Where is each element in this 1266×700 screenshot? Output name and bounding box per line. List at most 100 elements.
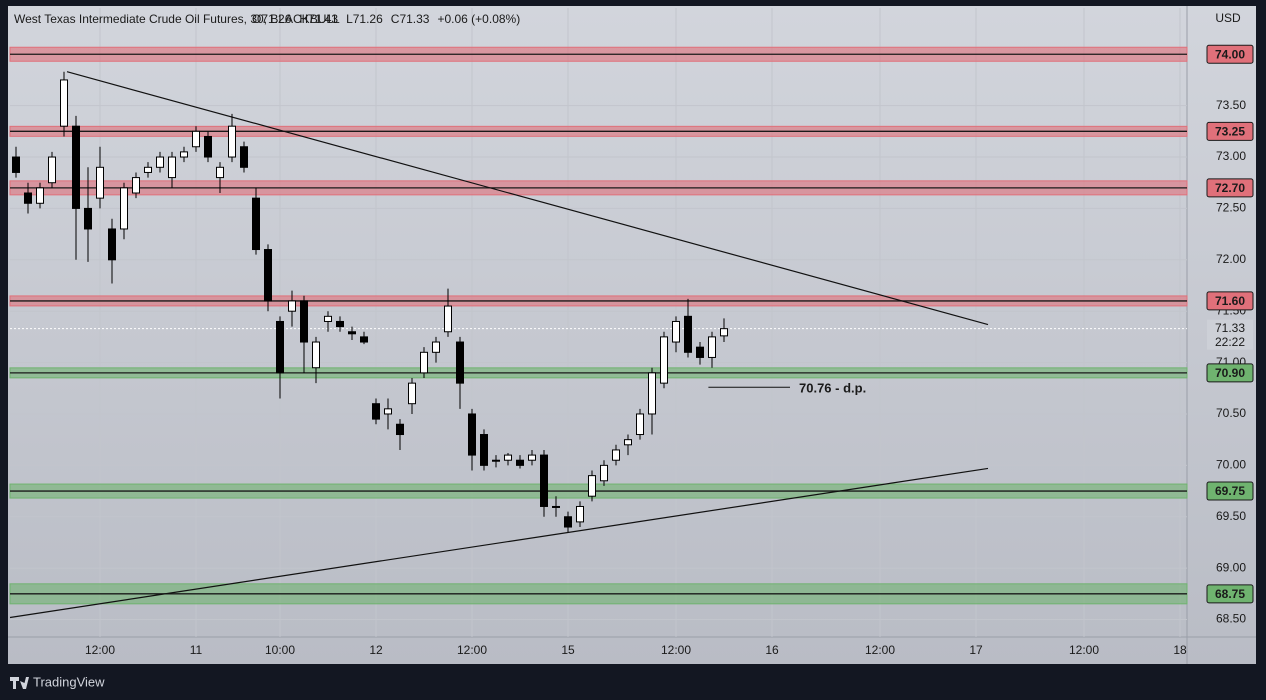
y-tick-label: 70.50 xyxy=(1216,406,1246,420)
level-label: 73.25 xyxy=(1215,125,1245,139)
candle-body xyxy=(288,300,296,312)
candle-body xyxy=(480,434,488,466)
candle-body xyxy=(684,315,692,353)
candle-body xyxy=(96,166,104,199)
candle-body xyxy=(144,166,152,173)
currency: USD xyxy=(1215,11,1241,25)
candle-body xyxy=(408,382,416,405)
chart-title: West Texas Intermediate Crude Oil Future… xyxy=(14,12,340,26)
x-tick-label: 12 xyxy=(369,643,383,657)
candle-body xyxy=(84,207,92,230)
candle-body xyxy=(456,341,464,384)
chart-panel xyxy=(8,6,1256,664)
candle-body xyxy=(36,187,44,204)
candle-body xyxy=(180,151,188,158)
brand-logo xyxy=(10,677,29,689)
candle-body xyxy=(204,135,212,158)
candle-body xyxy=(648,372,656,415)
candle-body xyxy=(696,346,704,358)
candle-body xyxy=(384,408,392,415)
candle-body xyxy=(492,459,500,462)
x-tick-label: 11 xyxy=(190,643,203,657)
level-label: 74.00 xyxy=(1215,47,1245,61)
candle-body xyxy=(636,413,644,436)
level-tag xyxy=(1206,584,1254,604)
candle-body xyxy=(240,146,248,168)
ohlc-legend-item: H71.43 xyxy=(299,12,338,26)
candle-body xyxy=(396,423,404,436)
level-label: 71.60 xyxy=(1215,294,1245,308)
candle-body xyxy=(600,464,608,482)
candle-body xyxy=(336,320,344,328)
candle-body xyxy=(432,341,440,353)
level-label: 68.75 xyxy=(1215,587,1245,601)
candle-body xyxy=(216,166,224,179)
candle-body xyxy=(108,228,116,261)
candle-body xyxy=(708,336,716,358)
candle-body xyxy=(132,177,140,194)
x-tick-label: 12:00 xyxy=(661,643,691,657)
candle-body xyxy=(504,454,512,461)
x-tick-label: 17 xyxy=(969,643,983,657)
level-tag xyxy=(1206,44,1254,64)
candle-body xyxy=(360,336,368,343)
level-tag xyxy=(1206,291,1254,311)
ohlc-legend-item: O71.26 xyxy=(252,12,292,26)
candle-body xyxy=(528,454,536,461)
y-tick-label: 72.00 xyxy=(1216,252,1246,266)
level-label: 72.70 xyxy=(1215,181,1245,195)
level-tag xyxy=(1206,121,1254,141)
candle-body xyxy=(300,300,308,343)
level-tag xyxy=(1206,481,1254,501)
brand-name[interactable]: TradingView xyxy=(33,674,105,689)
candle-body xyxy=(540,454,548,507)
candle-body xyxy=(192,130,200,148)
level-tag xyxy=(1206,178,1254,198)
candle-body xyxy=(120,187,128,230)
candle-body xyxy=(612,449,620,461)
candle-body xyxy=(276,320,284,374)
candle-body xyxy=(348,331,356,335)
candle-body xyxy=(576,505,584,523)
candle-body xyxy=(420,351,428,374)
level-label: 70.90 xyxy=(1215,366,1245,380)
candle-body xyxy=(12,156,20,173)
level-label: 69.75 xyxy=(1215,484,1245,498)
candle-body xyxy=(624,439,632,446)
candle-body xyxy=(516,459,524,466)
candle-body xyxy=(660,336,668,384)
candle-body xyxy=(48,156,56,184)
candle-body xyxy=(228,125,236,158)
x-tick-label: 12:00 xyxy=(1069,643,1099,657)
x-tick-label: 18 xyxy=(1173,643,1187,657)
candle-body xyxy=(552,505,560,508)
trendline xyxy=(9,467,989,619)
y-tick-label: 69.00 xyxy=(1216,560,1246,574)
trendline xyxy=(66,71,989,326)
candle-body xyxy=(324,315,332,322)
candle-body xyxy=(72,125,80,209)
ohlc-legend-item: C71.33 xyxy=(391,12,430,26)
candle-body xyxy=(264,249,272,302)
candle-body xyxy=(564,516,572,528)
y-tick-label: 70.00 xyxy=(1216,458,1246,472)
candle-body xyxy=(24,192,32,204)
x-tick-label: 16 xyxy=(765,643,779,657)
y-tick-label: 69.50 xyxy=(1216,509,1246,523)
last-price-label: 71.33 xyxy=(1215,321,1245,335)
last-price-tag xyxy=(1207,319,1253,350)
x-tick-label: 15 xyxy=(561,643,575,657)
candle-body xyxy=(672,320,680,343)
ohlc-legend-item: +0.06 (+0.08%) xyxy=(437,12,520,26)
candle-body xyxy=(252,197,260,251)
y-tick-label: 73.50 xyxy=(1216,98,1246,112)
y-tick-label: 68.50 xyxy=(1216,612,1246,626)
candle-body xyxy=(468,413,476,456)
candle-body xyxy=(720,328,728,337)
candle-body xyxy=(444,305,452,333)
annotation-label: 70.76 - d.p. xyxy=(799,381,866,396)
x-tick-label: 10:00 xyxy=(265,643,295,657)
candle-body xyxy=(60,79,68,127)
